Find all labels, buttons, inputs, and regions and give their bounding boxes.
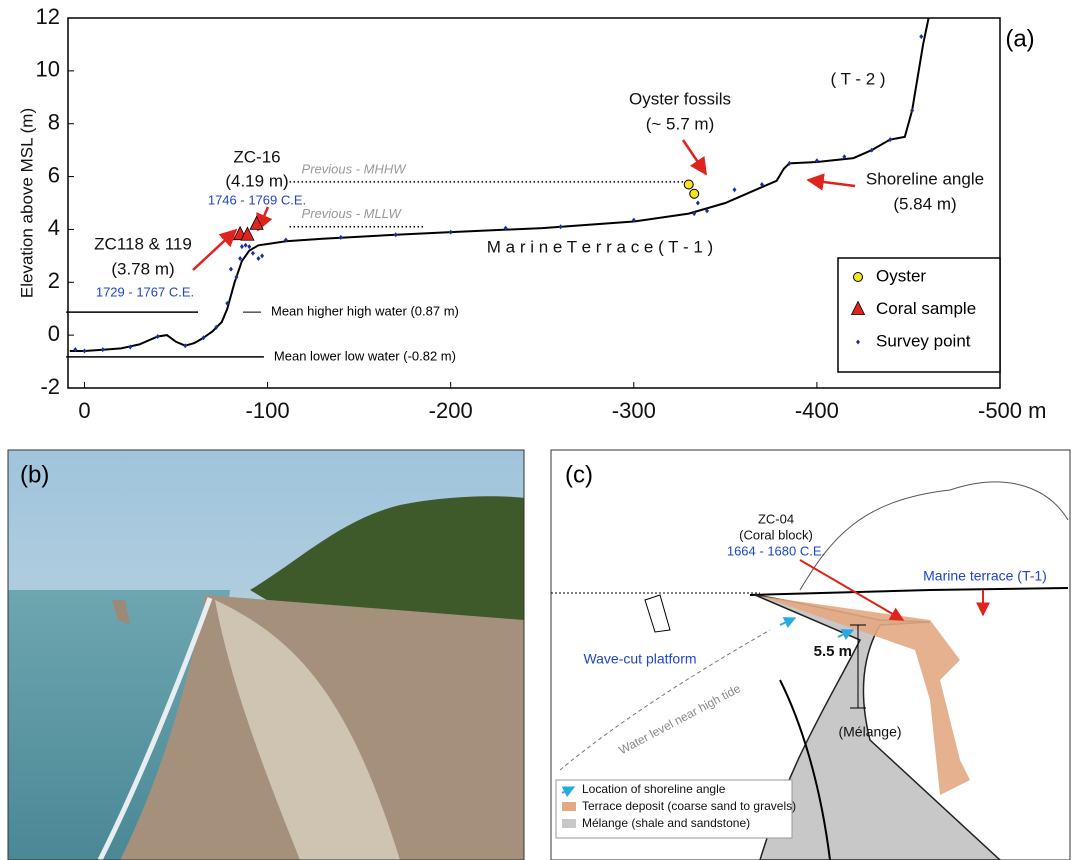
reference-label: Previous - MHHW — [302, 161, 408, 176]
survey-point — [759, 182, 764, 187]
annotation: (4.19 m) — [225, 171, 288, 190]
panel-label: (b) — [20, 461, 49, 488]
survey-point — [247, 244, 252, 250]
survey-point — [100, 347, 105, 353]
survey-point — [692, 211, 697, 217]
survey-point — [260, 253, 265, 259]
profile-line — [69, 17, 930, 352]
survey-point — [787, 160, 792, 166]
legend-label: Mélange (shale and sandstone) — [582, 816, 750, 830]
survey-point — [705, 208, 710, 214]
survey-point — [448, 229, 453, 235]
survey-point — [73, 347, 78, 353]
panel-c: (c) ZC-04 (Coral block) 1664 - 1680 C.E.… — [550, 449, 1071, 860]
annotation: ZC118 & 119 — [94, 234, 192, 253]
survey-point — [128, 344, 133, 350]
y-tick-label: 8 — [48, 110, 60, 135]
survey-point — [393, 232, 398, 238]
annotation: 1729 - 1767 C.E. — [96, 284, 194, 299]
survey-point — [283, 237, 288, 243]
sketch-label: Wave-cut platform — [583, 651, 696, 667]
reference-label: Mean higher high water (0.87 m) — [271, 304, 459, 319]
sketch-label: (Coral block) — [739, 527, 813, 542]
survey-point — [201, 335, 206, 341]
reference-label: Previous - MLLW — [302, 206, 403, 221]
annotation: (5.84 m) — [893, 194, 956, 213]
survey-point — [338, 234, 343, 240]
annotation: (3.78 m) — [111, 259, 174, 278]
x-tick-label: -500 m — [978, 398, 1046, 423]
survey-point — [732, 187, 737, 193]
survey-point — [869, 147, 874, 153]
y-axis-label: Elevation above MSL (m) — [17, 108, 36, 298]
panel-label: (c) — [565, 461, 593, 488]
survey-point — [814, 158, 819, 164]
y-tick-label: 6 — [48, 162, 60, 187]
survey-point — [256, 256, 261, 261]
sketch-label: ZC-04 — [758, 511, 794, 526]
survey-point — [695, 200, 700, 206]
legend-label: Oyster — [876, 266, 926, 285]
annotation: (~ 5.7 m) — [646, 114, 715, 133]
legend-label: Location of shoreline angle — [582, 782, 726, 796]
panel-a: Elevation above MSL (m) (a) ZC118 & 119 … — [17, 4, 1046, 423]
survey-point — [888, 137, 893, 143]
annotation: Shoreline angle — [866, 169, 984, 188]
legend-label: Survey point — [876, 331, 971, 350]
survey-point — [225, 300, 230, 306]
legend-label: Terrace deposit (coarse sand to gravels) — [582, 799, 796, 813]
x-tick-label: -100 — [246, 398, 290, 423]
x-tick-label: -200 — [429, 398, 473, 423]
survey-point — [631, 217, 636, 223]
legend-box — [837, 257, 1001, 373]
survey-point — [214, 324, 219, 330]
sketch-label: (Mélange) — [838, 724, 901, 740]
survey-point — [503, 225, 508, 231]
x-tick-label: -300 — [612, 398, 656, 423]
y-tick-label: 12 — [36, 4, 60, 29]
annotation: M a r i n e T e r r a c e ( T - 1 ) — [487, 237, 713, 256]
y-tick-label: 10 — [36, 57, 60, 82]
survey-point — [228, 266, 233, 272]
y-tick-label: 2 — [48, 268, 60, 293]
survey-point — [243, 242, 248, 248]
oyster-point — [689, 188, 700, 199]
annotation: Oyster fossils — [629, 89, 731, 108]
y-tick-label: 4 — [48, 215, 60, 240]
legend-marker — [850, 300, 866, 315]
panel-b: (b) — [7, 449, 525, 860]
coral-point — [240, 226, 255, 241]
reference-label: Mean lower low water (-0.82 m) — [274, 348, 456, 363]
annotation: 1746 - 1769 C.E. — [208, 192, 306, 207]
survey-point — [183, 343, 188, 349]
panel-label: (a) — [1005, 25, 1034, 52]
legend-marker — [853, 272, 863, 282]
coral-point — [249, 215, 264, 230]
sketch-label: 1664 - 1680 C.E. — [727, 543, 825, 558]
legend-marker — [856, 339, 860, 345]
oyster-point — [683, 179, 694, 190]
survey-point — [842, 154, 847, 160]
sketch-label: 5.5 m — [814, 643, 852, 660]
survey-point — [250, 250, 255, 256]
survey-point — [155, 333, 160, 339]
annotation: ( T - 2 ) — [830, 69, 885, 88]
survey-point — [910, 108, 915, 113]
x-tick-label: 0 — [78, 398, 90, 423]
survey-point — [239, 244, 244, 250]
sketch-label: Marine terrace (T-1) — [923, 568, 1047, 584]
x-tick-label: -400 — [795, 398, 839, 423]
survey-point — [919, 34, 924, 39]
survey-point — [82, 348, 87, 354]
survey-point — [558, 224, 563, 230]
plot-frame — [67, 17, 1001, 389]
annotation: ZC-16 — [233, 147, 280, 166]
survey-point — [238, 256, 243, 261]
y-tick-label: -2 — [40, 374, 60, 399]
y-tick-label: 0 — [48, 321, 60, 346]
survey-point — [234, 274, 239, 280]
legend-label: Coral sample — [876, 299, 976, 318]
